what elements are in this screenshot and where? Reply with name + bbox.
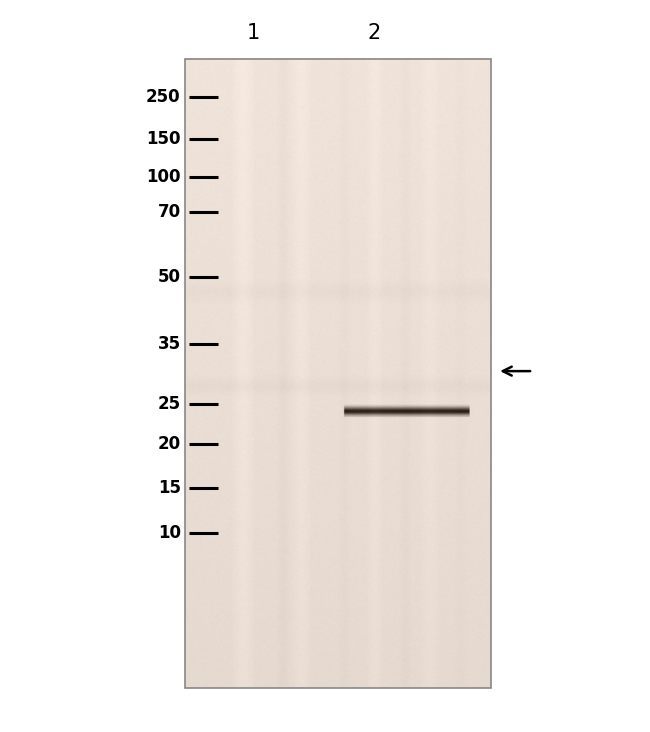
Text: 250: 250 xyxy=(146,88,181,105)
Text: 10: 10 xyxy=(158,524,181,542)
Text: 1: 1 xyxy=(247,23,260,43)
Text: 70: 70 xyxy=(157,203,181,221)
Text: 2: 2 xyxy=(367,23,380,43)
Text: 100: 100 xyxy=(146,168,181,186)
Text: 150: 150 xyxy=(146,130,181,148)
Text: 25: 25 xyxy=(157,395,181,413)
Text: 35: 35 xyxy=(157,335,181,353)
Text: 50: 50 xyxy=(158,268,181,285)
Bar xyxy=(185,59,491,688)
Text: 15: 15 xyxy=(158,479,181,496)
Text: 20: 20 xyxy=(157,436,181,453)
